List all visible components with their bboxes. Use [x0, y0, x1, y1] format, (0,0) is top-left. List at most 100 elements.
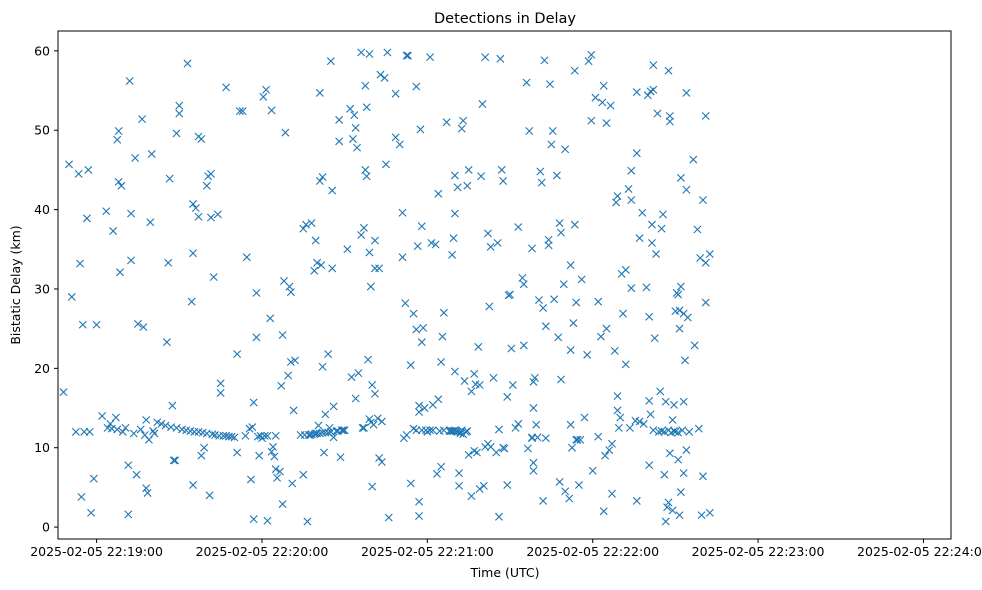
data-point-marker — [570, 220, 579, 229]
data-point-marker — [661, 517, 670, 526]
data-point-marker — [343, 245, 352, 254]
data-point-marker — [489, 373, 498, 382]
data-point-marker — [689, 155, 698, 164]
data-point-marker — [570, 66, 579, 75]
data-point-marker — [646, 410, 655, 419]
data-point-marker — [348, 134, 357, 143]
data-point-marker — [463, 181, 472, 190]
data-point-marker — [518, 273, 527, 282]
data-point-marker — [175, 109, 184, 118]
data-point-marker — [346, 104, 355, 113]
data-point-marker — [157, 419, 166, 428]
data-point-marker — [310, 266, 319, 275]
data-point-marker — [142, 415, 151, 424]
data-point-marker — [335, 137, 344, 146]
data-point-marker — [674, 290, 683, 299]
data-point-marker — [674, 455, 683, 464]
data-point-marker — [499, 177, 508, 186]
data-point-marker — [605, 446, 614, 455]
data-point-marker — [286, 288, 295, 297]
data-point-marker — [315, 88, 324, 97]
data-point-marker — [427, 238, 436, 247]
data-point-marker — [463, 427, 472, 436]
data-point-marker — [533, 433, 542, 442]
data-point-marker — [591, 93, 600, 102]
data-point-marker — [537, 178, 546, 187]
data-point-marker — [278, 500, 287, 509]
data-point-marker — [417, 338, 426, 347]
data-point-marker — [242, 253, 251, 262]
data-point-marker — [329, 402, 338, 411]
data-point-marker — [370, 389, 379, 398]
data-point-marker — [539, 304, 548, 313]
data-point-marker — [573, 435, 582, 444]
data-point-marker — [249, 398, 258, 407]
data-point-marker — [286, 358, 295, 366]
data-point-marker — [189, 200, 198, 209]
data-point-marker — [358, 423, 367, 432]
y-axis-label: Bistatic Delay (km) — [8, 225, 23, 344]
data-point-marker — [143, 488, 152, 497]
data-point-marker — [238, 107, 247, 116]
data-point-marker — [373, 414, 382, 423]
data-point-marker — [437, 462, 446, 471]
data-point-marker — [675, 306, 684, 315]
data-point-marker — [598, 98, 607, 107]
data-point-marker — [311, 236, 320, 245]
data-point-marker — [270, 452, 279, 461]
data-point-marker — [650, 334, 659, 343]
data-point-marker — [545, 80, 554, 89]
data-point-marker — [676, 282, 685, 291]
data-point-marker — [71, 427, 80, 436]
data-point-marker — [657, 224, 666, 233]
data-point-marker — [428, 426, 437, 435]
data-point-marker — [172, 423, 181, 432]
data-point-marker — [649, 61, 658, 70]
data-point-marker — [144, 435, 153, 444]
data-point-marker — [664, 498, 673, 507]
plot-area-frame — [57, 30, 952, 540]
data-point-marker — [494, 425, 503, 434]
data-point-marker — [230, 433, 239, 442]
data-point-marker — [599, 507, 608, 516]
data-point-marker — [314, 421, 323, 430]
data-point-marker — [483, 229, 492, 238]
data-point-marker — [303, 517, 312, 526]
data-point-marker — [406, 361, 415, 370]
data-point-marker — [457, 124, 466, 133]
data-point-marker — [357, 231, 366, 239]
data-point-marker — [172, 129, 181, 138]
data-point-marker — [299, 224, 308, 233]
y-tick-label: 30 — [34, 281, 50, 296]
data-point-marker — [375, 264, 384, 273]
data-point-marker — [259, 92, 268, 101]
data-point-marker — [693, 225, 702, 234]
data-point-marker — [514, 223, 523, 232]
data-point-marker — [318, 362, 327, 371]
data-point-marker — [470, 369, 479, 378]
data-point-marker — [319, 448, 328, 457]
data-point-marker — [602, 119, 611, 128]
data-point-marker — [124, 510, 133, 519]
data-point-marker — [376, 70, 385, 79]
data-point-marker — [380, 73, 389, 82]
data-point-marker — [395, 140, 404, 149]
data-point-marker — [540, 56, 549, 65]
data-point-marker — [317, 261, 326, 270]
data-point-marker — [354, 369, 363, 378]
data-point-marker — [431, 240, 440, 249]
data-point-marker — [627, 284, 636, 293]
data-point-marker — [450, 209, 459, 218]
data-point-marker — [460, 377, 469, 386]
data-point-marker — [253, 432, 262, 441]
data-point-marker — [541, 322, 550, 331]
data-point-marker — [409, 309, 418, 318]
data-point-marker — [635, 417, 644, 426]
data-point-marker — [627, 166, 636, 175]
data-point-marker — [679, 469, 688, 478]
data-point-marker — [675, 511, 684, 520]
data-point-marker — [494, 512, 503, 521]
data-point-marker — [315, 177, 324, 186]
data-point-marker — [503, 392, 512, 401]
data-point-marker — [697, 511, 706, 520]
